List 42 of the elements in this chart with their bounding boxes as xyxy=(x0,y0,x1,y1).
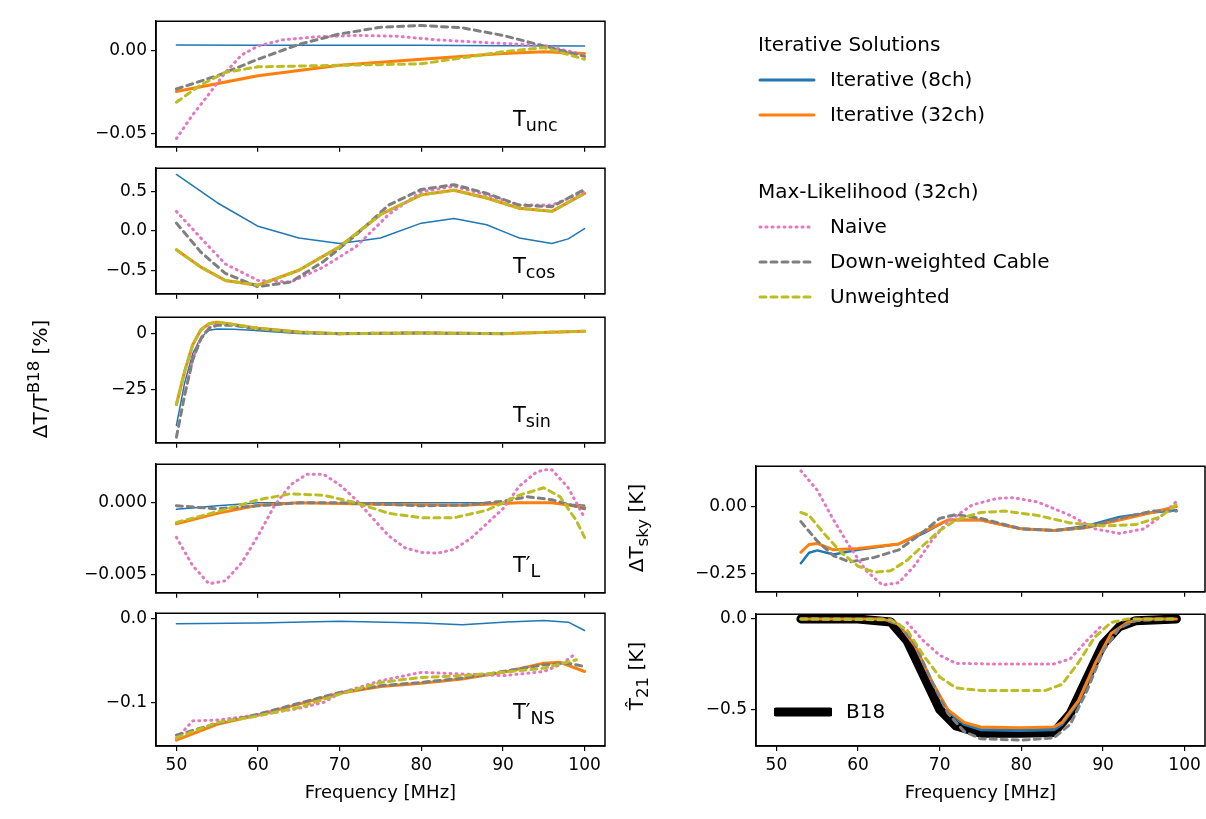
y-tick-label: 0.0 xyxy=(119,219,147,240)
y-tick-label: 0.0 xyxy=(719,607,747,628)
annotation: T′$_{L}$ xyxy=(513,553,541,582)
legend-label: Iterative (32ch) xyxy=(830,101,986,128)
x-axis-title: Frequency [MHz] xyxy=(904,780,1057,802)
x-tick-label: 80 xyxy=(410,753,433,774)
y-tick-label: −0.1 xyxy=(105,690,147,711)
legend-label: Down-weighted Cable xyxy=(830,248,1050,275)
y-tick-label: −25 xyxy=(111,378,147,399)
legend-label: Iterative (8ch) xyxy=(830,66,973,93)
y-tick-label: −0.5 xyxy=(105,258,147,279)
x-tick-label: 70 xyxy=(928,753,951,774)
x-tick-label: 80 xyxy=(1010,753,1033,774)
y-tick-label: −0.5 xyxy=(705,698,747,719)
annotation: T′$_{NS}$ xyxy=(513,700,555,729)
y-tick-label: 0 xyxy=(136,322,147,343)
legend-title: Iterative Solutions xyxy=(758,31,942,58)
x-tick-label: 90 xyxy=(492,753,514,774)
legend-label: Unweighted xyxy=(830,283,950,310)
legend-label: B18 xyxy=(846,698,886,725)
y-tick-label: 0.5 xyxy=(119,180,147,201)
legend-label: Naive xyxy=(830,213,887,240)
annotation: T$_{sin}$ xyxy=(513,403,551,432)
x-tick-label: 50 xyxy=(165,753,188,774)
annotation: T$_{unc}$ xyxy=(513,107,558,136)
annotation: T$_{cos}$ xyxy=(513,254,556,283)
x-tick-label: 90 xyxy=(1092,753,1114,774)
y-tick-label: −0.05 xyxy=(94,122,147,142)
y-tick-label: −0.25 xyxy=(694,562,747,583)
x-tick-label: 60 xyxy=(847,753,869,774)
x-tick-label: 60 xyxy=(247,753,269,774)
y-tick-label: 0.000 xyxy=(98,491,147,512)
y-tick-label: 0.00 xyxy=(709,494,747,515)
x-tick-label: 50 xyxy=(765,753,788,774)
x-tick-label: 70 xyxy=(328,753,351,774)
y-tick-label: −0.005 xyxy=(84,562,147,583)
y-tick-label: 0.00 xyxy=(109,39,147,60)
y-tick-label: 0.0 xyxy=(119,607,147,628)
x-tick-label: 100 xyxy=(1168,753,1201,774)
x-tick-label: 100 xyxy=(568,753,601,774)
legend-title: Max-Likelihood (32ch) xyxy=(758,178,980,205)
x-axis-title: Frequency [MHz] xyxy=(304,780,457,802)
